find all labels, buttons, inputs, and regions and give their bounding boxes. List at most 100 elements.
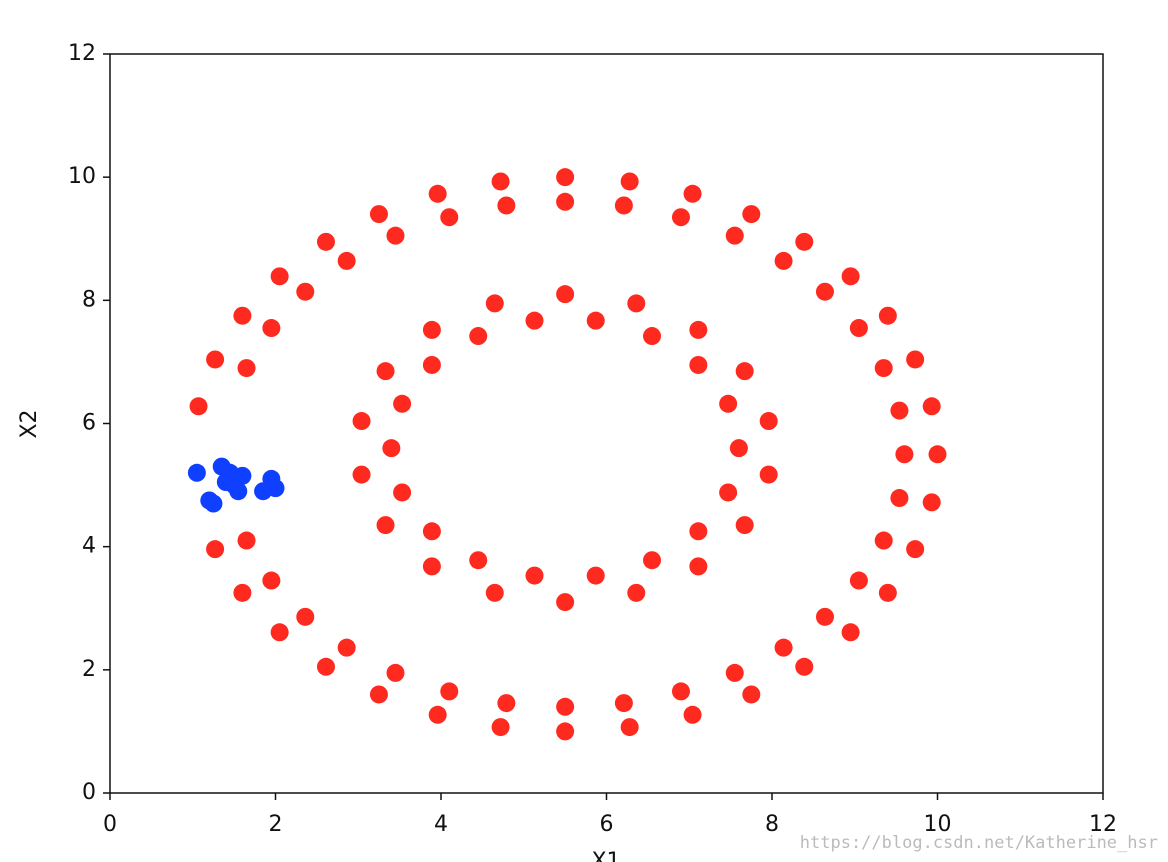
point [627, 583, 646, 602]
point [525, 566, 544, 585]
y-axis-label: X2 [17, 409, 42, 438]
point [296, 607, 315, 626]
point [849, 319, 868, 338]
point [337, 251, 356, 270]
point [556, 192, 575, 211]
point [795, 657, 814, 676]
y-tick-label: 8 [82, 287, 96, 312]
point [428, 705, 447, 724]
point [874, 531, 893, 550]
point [643, 551, 662, 570]
point [337, 638, 356, 657]
point [189, 397, 208, 416]
y-tick-label: 6 [82, 411, 96, 436]
point [469, 327, 488, 346]
x-axis-label: X1 [591, 849, 620, 862]
point [382, 439, 401, 458]
point [525, 311, 544, 330]
point [376, 516, 395, 535]
point [906, 350, 925, 369]
point [586, 566, 605, 585]
point [671, 208, 690, 227]
point [316, 657, 335, 676]
point [187, 463, 206, 482]
point [422, 557, 441, 576]
point [878, 306, 897, 325]
point [614, 196, 633, 215]
point [841, 267, 860, 286]
point [922, 493, 941, 512]
point [386, 226, 405, 245]
point [906, 540, 925, 559]
x-tick-label: 0 [103, 812, 117, 837]
y-tick-label: 2 [82, 657, 96, 682]
x-tick-label: 12 [1089, 812, 1117, 837]
point [369, 205, 388, 224]
point [440, 682, 459, 701]
point [742, 685, 761, 704]
point [233, 306, 252, 325]
point [386, 663, 405, 682]
point [735, 516, 754, 535]
point [895, 445, 914, 464]
plot-frame [109, 53, 1104, 794]
point [849, 571, 868, 590]
point [556, 697, 575, 716]
point [393, 483, 412, 502]
point [627, 294, 646, 313]
x-tick-label: 2 [269, 812, 283, 837]
y-tick-label: 0 [82, 780, 96, 805]
point [428, 184, 447, 203]
point [878, 583, 897, 602]
point [689, 522, 708, 541]
point [485, 583, 504, 602]
point [266, 479, 285, 498]
point [890, 489, 909, 508]
point [204, 494, 223, 513]
point [262, 319, 281, 338]
point [874, 359, 893, 378]
point [206, 540, 225, 559]
point [689, 355, 708, 374]
point [491, 172, 510, 191]
point [689, 320, 708, 339]
point [586, 311, 605, 330]
point [735, 362, 754, 381]
point [759, 465, 778, 484]
point [614, 694, 633, 713]
point [890, 401, 909, 420]
y-tick-label: 10 [68, 164, 96, 189]
point [725, 226, 744, 245]
point [719, 483, 738, 502]
point [352, 412, 371, 431]
point [742, 205, 761, 224]
point [683, 705, 702, 724]
x-tick-label: 6 [600, 812, 614, 837]
point [469, 551, 488, 570]
point [296, 282, 315, 301]
point [376, 362, 395, 381]
y-tick-label: 12 [68, 41, 96, 66]
point [270, 623, 289, 642]
point [352, 465, 371, 484]
point [393, 394, 412, 413]
point [556, 722, 575, 741]
point [759, 412, 778, 431]
point [316, 232, 335, 251]
point [620, 718, 639, 737]
point [440, 208, 459, 227]
point [220, 463, 239, 482]
point [556, 593, 575, 612]
x-tick-label: 10 [924, 812, 952, 837]
point [270, 267, 289, 286]
point [928, 445, 947, 464]
point [729, 439, 748, 458]
point [620, 172, 639, 191]
point [719, 394, 738, 413]
point [422, 522, 441, 541]
point [556, 168, 575, 187]
point [841, 623, 860, 642]
point [795, 232, 814, 251]
